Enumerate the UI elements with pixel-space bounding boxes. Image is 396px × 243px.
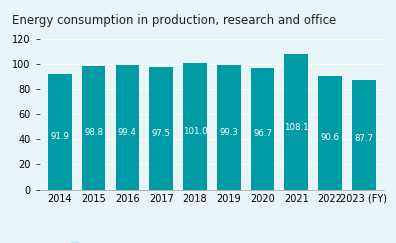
Bar	[149, 67, 173, 190]
Bar	[183, 63, 207, 190]
Text: 99.3: 99.3	[219, 128, 238, 137]
Bar	[318, 76, 342, 190]
Text: 99.4: 99.4	[118, 128, 137, 137]
Bar	[352, 80, 376, 190]
Text: 96.7: 96.7	[253, 129, 272, 138]
Bar	[217, 65, 241, 190]
Text: 108.1: 108.1	[284, 123, 308, 132]
Text: 98.8: 98.8	[84, 128, 103, 137]
Bar	[284, 54, 308, 190]
Text: 90.6: 90.6	[321, 133, 340, 142]
Bar	[82, 66, 105, 190]
Bar	[48, 74, 72, 190]
Text: 101.0: 101.0	[183, 127, 207, 136]
Text: 87.7: 87.7	[354, 134, 373, 144]
Text: 97.5: 97.5	[152, 129, 171, 138]
Text: 91.9: 91.9	[50, 132, 69, 141]
Text: Energy consumption in production, research and office: Energy consumption in production, resear…	[12, 14, 336, 26]
Bar	[251, 68, 274, 190]
Bar	[116, 65, 139, 190]
